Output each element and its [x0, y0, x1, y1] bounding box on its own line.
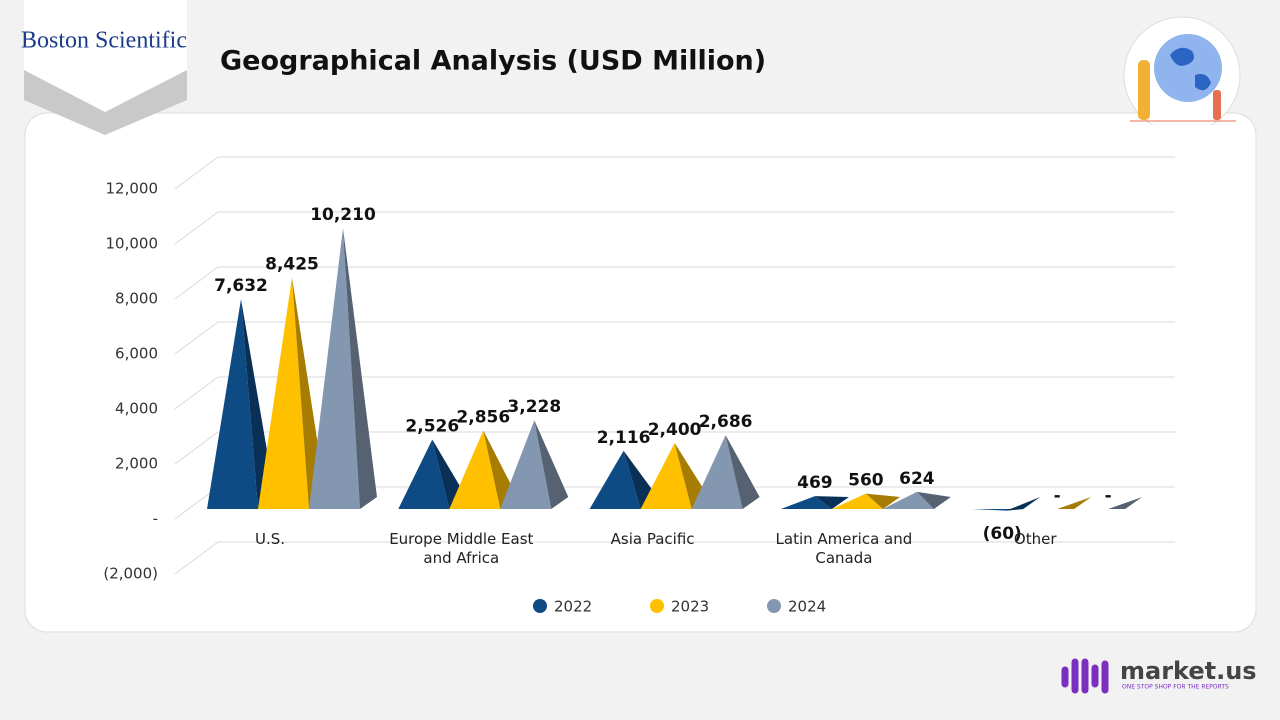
y-tick-label: 4,000	[115, 400, 158, 418]
x-tick-label: Asia Pacific	[610, 530, 695, 548]
y-tick-label: 2,000	[115, 455, 158, 473]
y-tick-label: 6,000	[115, 345, 158, 363]
grid-line	[174, 211, 1175, 245]
pyramid-side	[1108, 497, 1143, 509]
grid-line	[174, 321, 1175, 355]
pyramid	[780, 496, 849, 509]
pyramid-front	[882, 491, 934, 509]
grid-line	[174, 266, 1175, 300]
logo-text: Boston Scientific	[21, 28, 187, 54]
value-label: (60)	[983, 524, 1022, 544]
pyramid-side	[1057, 497, 1092, 509]
y-tick-label: 8,000	[115, 290, 158, 308]
y-tick-label: -	[153, 510, 158, 528]
legend-label: 2022	[554, 598, 592, 616]
legend-marker	[533, 599, 547, 613]
pyramid-front	[589, 450, 641, 509]
pyramid	[691, 435, 760, 509]
pyramid	[972, 497, 1041, 511]
panel	[24, 112, 1257, 633]
y-tick-label: 12,000	[106, 180, 159, 198]
brand-tagline: ONE STOP SHOP FOR THE REPORTS	[1122, 684, 1229, 691]
grid-line	[174, 376, 1175, 410]
pyramid-side	[916, 491, 951, 509]
pyramid-side	[343, 228, 377, 509]
globe-icon	[1154, 34, 1222, 102]
x-tick-label: Other	[1013, 530, 1057, 548]
value-label: -	[1105, 486, 1112, 506]
logo-card	[24, 0, 187, 112]
person-icon	[1138, 60, 1150, 120]
pyramid	[882, 491, 951, 509]
pyramid-front	[500, 420, 552, 509]
globe-land	[1170, 47, 1211, 91]
legend-label: 2023	[671, 598, 709, 616]
pyramid-front	[780, 496, 832, 509]
value-label: 2,686	[699, 412, 753, 432]
x-tick-label: Europe Middle East and Africa	[389, 530, 534, 567]
grid-line	[174, 156, 1175, 190]
value-label: 2,400	[648, 420, 702, 440]
legend-marker	[650, 599, 664, 613]
pyramid	[500, 420, 569, 509]
legend-label: 2024	[788, 598, 826, 616]
pyramid	[1108, 497, 1143, 509]
grid-line	[174, 431, 1175, 465]
pyramid-front	[398, 439, 450, 509]
pyramid-side	[725, 435, 760, 509]
value-label: 10,210	[310, 205, 376, 225]
person-icon	[1213, 90, 1221, 120]
pyramid-front	[309, 228, 360, 509]
value-label: 8,425	[265, 254, 319, 274]
y-tick-label: 10,000	[106, 235, 159, 253]
chart-title: Geographical Analysis (USD Million)	[220, 46, 766, 77]
badge-point	[1150, 125, 1214, 155]
pyramid	[1057, 497, 1092, 509]
pyramid-front	[831, 493, 883, 509]
pyramid-side	[865, 493, 900, 509]
value-label: 7,632	[214, 276, 268, 296]
value-label: 3,228	[507, 397, 561, 417]
legend-marker	[767, 599, 781, 613]
value-label: 560	[848, 471, 884, 491]
value-label: 2,116	[597, 428, 651, 448]
x-tick-label: U.S.	[254, 530, 286, 548]
value-label: 624	[899, 469, 935, 489]
pyramid-side	[1006, 497, 1041, 511]
value-label: 2,526	[405, 417, 459, 437]
pyramid-front	[449, 430, 501, 509]
grid-line	[174, 541, 1175, 575]
value-label: 2,856	[456, 407, 510, 427]
pyramid-side	[814, 496, 849, 509]
brand-icon	[1061, 658, 1109, 694]
x-tick-label: Latin America and Canada	[775, 530, 913, 567]
pyramid	[831, 493, 900, 509]
y-tick-label: (2,000)	[103, 565, 158, 583]
value-label: 469	[797, 473, 833, 493]
pyramid-side	[534, 420, 569, 509]
pyramid	[309, 228, 377, 509]
value-label: -	[1054, 486, 1061, 506]
brand-name: market.us	[1120, 657, 1257, 685]
